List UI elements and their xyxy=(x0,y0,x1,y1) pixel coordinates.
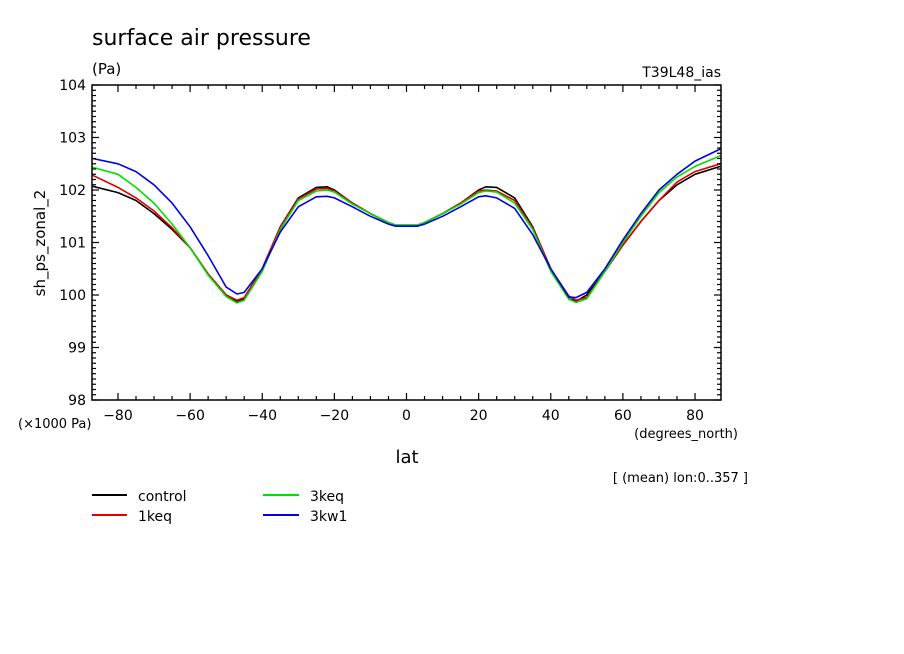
series-lines xyxy=(92,148,721,304)
y-scale-note: (×1000 Pa) xyxy=(18,417,91,432)
series-line-3keq xyxy=(92,155,721,304)
legend-label-control: control xyxy=(138,489,187,505)
legend: control 1keq 3keq 3kw1 xyxy=(92,489,347,525)
y-tick-label: 102 xyxy=(59,183,86,199)
x-axis-label: lat xyxy=(395,447,418,468)
series-line-3kw1 xyxy=(92,148,721,299)
legend-item-1keq: 1keq xyxy=(92,509,172,525)
series-line-1keq xyxy=(92,163,721,302)
legend-item-3kw1: 3kw1 xyxy=(263,509,347,525)
x-tick-label: −40 xyxy=(247,408,277,424)
x-tick-label: 40 xyxy=(542,408,560,424)
subset-note: [ (mean) lon:0..357 ] xyxy=(613,471,748,486)
legend-label-3kw1: 3kw1 xyxy=(310,509,347,525)
tick-marks xyxy=(92,84,721,401)
x-tick-label: 60 xyxy=(614,408,632,424)
x-tick-label: 0 xyxy=(402,408,411,424)
chart-units: (Pa) xyxy=(92,60,121,78)
y-tick-label: 98 xyxy=(68,393,86,409)
x-tick-label: −20 xyxy=(320,408,350,424)
y-tick-label: 99 xyxy=(68,341,86,357)
legend-label-1keq: 1keq xyxy=(138,509,172,525)
legend-item-3keq: 3keq xyxy=(263,489,344,505)
x-tick-label: −80 xyxy=(103,408,133,424)
y-tick-label: 101 xyxy=(59,236,86,252)
chart-title: surface air pressure xyxy=(92,26,311,51)
y-tick-label: 104 xyxy=(59,78,86,94)
run-label: T39L48_ias xyxy=(641,65,721,81)
legend-item-control: control xyxy=(92,489,187,505)
x-tick-label: −60 xyxy=(175,408,205,424)
x-tick-labels: −80 −60 −40 −20 0 20 40 60 80 xyxy=(103,408,704,424)
x-tick-label: 80 xyxy=(686,408,704,424)
y-axis-label: sh_ps_zonal_2 xyxy=(31,190,50,297)
legend-label-3keq: 3keq xyxy=(310,489,344,505)
x-tick-label: 20 xyxy=(470,408,488,424)
y-tick-label: 100 xyxy=(59,288,86,304)
y-tick-label: 103 xyxy=(59,131,86,147)
x-units-label: (degrees_north) xyxy=(634,427,738,442)
y-tick-labels: 98 99 100 101 102 103 104 xyxy=(59,78,86,409)
